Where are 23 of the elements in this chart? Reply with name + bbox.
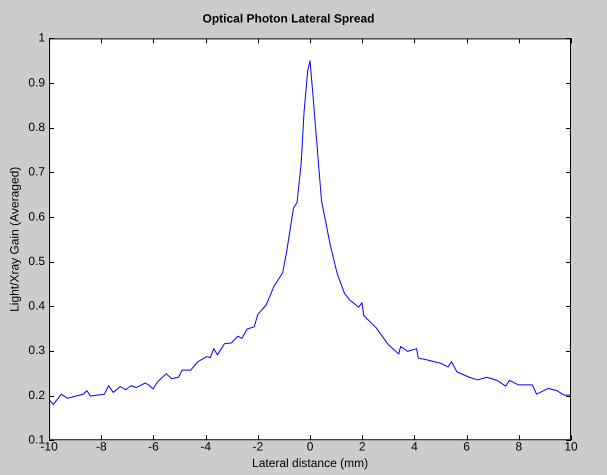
y-tick-label: 0.6 <box>28 209 46 224</box>
x-tick-label: 0 <box>306 440 314 454</box>
x-axis-title: Lateral distance (mm) <box>252 456 368 470</box>
y-tick-label: 0.1 <box>28 432 46 447</box>
y-tick-label: 0.3 <box>28 343 46 358</box>
x-tick-label: -2 <box>252 440 264 454</box>
x-tick-label: -4 <box>200 440 212 454</box>
x-tick-label: -8 <box>96 440 107 454</box>
y-tick-label: 0.5 <box>28 254 46 268</box>
y-tick-label: 0.8 <box>28 120 46 134</box>
y-tick-label: 0.4 <box>28 298 46 313</box>
x-tick-label: -6 <box>148 440 160 454</box>
y-tick-label: 0.9 <box>28 75 46 90</box>
x-tick-label: 6 <box>463 440 470 454</box>
y-tick-label: 0.7 <box>28 164 46 179</box>
chart-title: Optical Photon Lateral Spread <box>202 12 375 26</box>
x-tick-label: 4 <box>411 440 418 454</box>
y-tick-label: 1 <box>38 30 46 45</box>
x-tick-label: 2 <box>358 440 366 454</box>
x-tick-label: 10 <box>564 440 578 454</box>
x-tick-label: 8 <box>515 440 522 454</box>
y-axis-title: Light/Xray Gain (Averaged) <box>8 166 22 312</box>
y-tick-label: 0.2 <box>28 388 46 402</box>
